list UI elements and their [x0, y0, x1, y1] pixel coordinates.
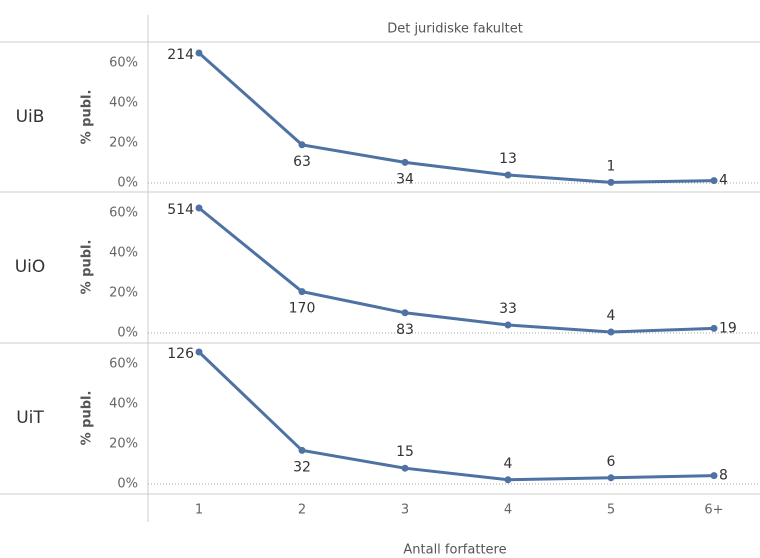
- x-axis-title: Antall forfattere: [403, 543, 506, 558]
- y-tick-label: 40%: [109, 246, 138, 261]
- data-label: 34: [396, 171, 414, 187]
- data-point: [710, 324, 718, 332]
- y-tick-label: 0%: [117, 176, 138, 191]
- data-point: [710, 472, 718, 480]
- y-tick-label: 60%: [109, 357, 138, 372]
- y-tick-label: 20%: [109, 437, 138, 452]
- y-tick-label: 40%: [109, 96, 138, 111]
- series-line: [198, 206, 715, 334]
- y-tick-label: 20%: [109, 286, 138, 301]
- data-point: [401, 158, 409, 166]
- data-point: [607, 328, 615, 336]
- y-tick-label: 20%: [109, 136, 138, 151]
- y-axis-title: % publ.: [80, 391, 95, 446]
- data-label: 214: [167, 47, 194, 63]
- data-point: [401, 464, 409, 472]
- data-label: 514: [167, 202, 194, 218]
- row-label: UiO: [15, 257, 46, 277]
- column-header: Det juridiske fakultet: [387, 22, 523, 37]
- y-tick-label: 60%: [109, 56, 138, 71]
- data-point: [195, 348, 203, 356]
- row-label: UiT: [16, 408, 44, 428]
- data-point: [195, 49, 203, 57]
- data-label: 13: [499, 151, 517, 167]
- series-line: [197, 350, 715, 482]
- data-label: 4: [719, 173, 728, 189]
- data-label: 83: [396, 322, 414, 338]
- data-label: 33: [499, 301, 517, 317]
- x-tick-label: 3: [401, 503, 409, 518]
- data-point: [607, 474, 615, 482]
- series-line: [198, 51, 715, 184]
- y-axis-title: % publ.: [80, 240, 95, 295]
- data-label: 63: [293, 154, 311, 170]
- data-point: [607, 178, 615, 186]
- x-tick-label: 2: [298, 503, 306, 518]
- data-label: 15: [396, 444, 414, 460]
- data-label: 32: [293, 459, 311, 475]
- data-point: [298, 288, 306, 296]
- data-label: 170: [289, 301, 316, 317]
- x-tick-label: 5: [607, 503, 615, 518]
- data-point: [504, 476, 512, 484]
- data-label: 6: [607, 454, 616, 470]
- y-axis-title: % publ.: [80, 90, 95, 145]
- data-label: 19: [719, 320, 737, 336]
- x-tick-label: 6+: [704, 503, 723, 518]
- data-label: 4: [504, 456, 513, 472]
- data-label: 8: [719, 468, 728, 484]
- data-point: [298, 141, 306, 149]
- data-label: 1: [607, 158, 616, 174]
- data-point: [504, 321, 512, 329]
- data-point: [504, 171, 512, 179]
- row-label: UiB: [16, 107, 45, 127]
- y-tick-label: 0%: [117, 326, 138, 341]
- x-tick-label: 4: [504, 503, 512, 518]
- data-point: [401, 309, 409, 317]
- x-tick-label: 1: [195, 503, 203, 518]
- data-point: [710, 177, 718, 185]
- data-label: 126: [167, 346, 194, 362]
- data-point: [298, 446, 306, 454]
- data-label: 4: [607, 308, 616, 324]
- y-tick-label: 40%: [109, 397, 138, 412]
- data-point: [195, 204, 203, 212]
- y-tick-label: 0%: [117, 477, 138, 492]
- y-tick-label: 60%: [109, 206, 138, 221]
